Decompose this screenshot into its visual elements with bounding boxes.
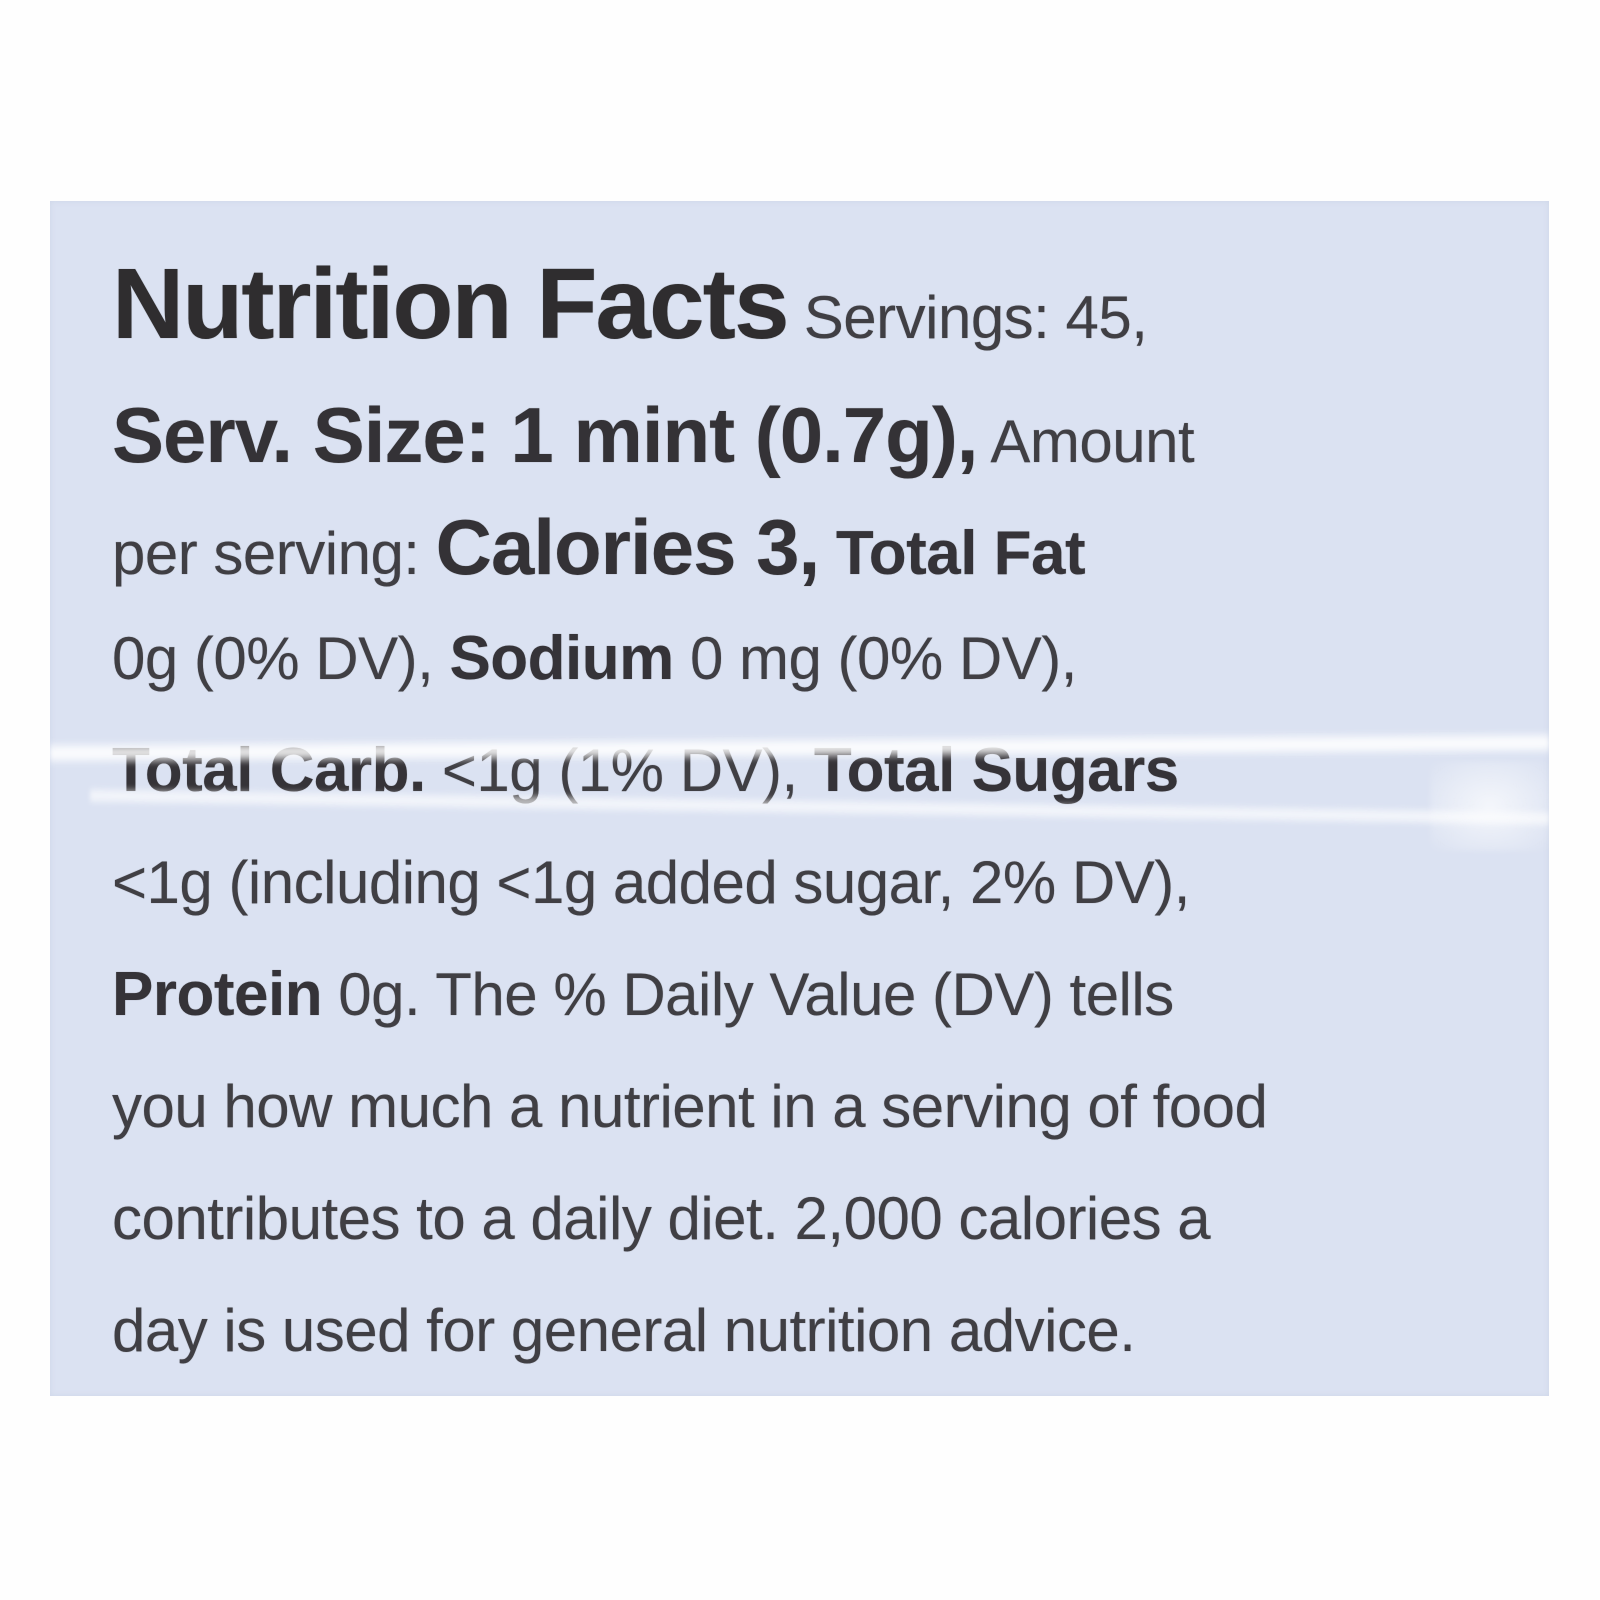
label-line-9: contributes to a daily diet. 2,000 calor… [112, 1163, 1509, 1275]
text-segment: per serving: [112, 520, 436, 587]
label-line-6: <1g (including <1g added sugar, 2% DV), [112, 827, 1509, 939]
nutrition-label: Nutrition Facts Servings: 45, Serv. Size:… [49, 201, 1550, 1396]
text-segment: contributes to a daily diet. 2,000 calor… [112, 1185, 1211, 1252]
text-segment: <1g (including <1g added sugar, 2% DV), [112, 849, 1190, 916]
label-line-5: Total Carb. <1g (1% DV), Total Sugars [112, 715, 1509, 827]
text-segment: Total Carb. [112, 736, 426, 805]
text-segment: Amount [977, 408, 1195, 475]
nutrition-label-text: Nutrition Facts Servings: 45, Serv. Size:… [112, 229, 1509, 1387]
text-segment: you how much a nutrient in a serving of … [112, 1073, 1268, 1140]
text-segment: Sodium [449, 624, 674, 693]
text-segment: day is used for general nutrition advice… [112, 1297, 1136, 1364]
text-segment: Serv. Size: 1 mint (0.7g), [112, 391, 978, 479]
text-segment: <1g (1% DV), [425, 737, 814, 804]
text-segment: Protein [112, 960, 323, 1029]
label-line-4: 0g (0% DV), Sodium 0 mg (0% DV), [112, 603, 1509, 715]
label-line-10: day is used for general nutrition advice… [112, 1275, 1509, 1387]
text-segment: Calories 3, [435, 503, 821, 591]
label-line-3: per serving: Calories 3, Total Fat [112, 491, 1509, 603]
label-line-2: Serv. Size: 1 mint (0.7g), Amount [112, 379, 1509, 491]
text-segment: 0g (0% DV), [112, 625, 450, 692]
text-segment: Total Fat [819, 519, 1086, 588]
text-segment: Servings: 45, [787, 284, 1148, 351]
text-segment: 0 mg (0% DV), [673, 625, 1077, 692]
label-line-1: Nutrition Facts Servings: 45, [112, 229, 1509, 379]
label-line-7: Protein 0g. The % Daily Value (DV) tells [112, 939, 1509, 1051]
text-segment: Nutrition Facts [112, 248, 790, 360]
text-segment: 0g. The % Daily Value (DV) tells [322, 961, 1174, 1028]
text-segment: Total Sugars [813, 736, 1179, 805]
label-line-8: you how much a nutrient in a serving of … [112, 1051, 1509, 1163]
